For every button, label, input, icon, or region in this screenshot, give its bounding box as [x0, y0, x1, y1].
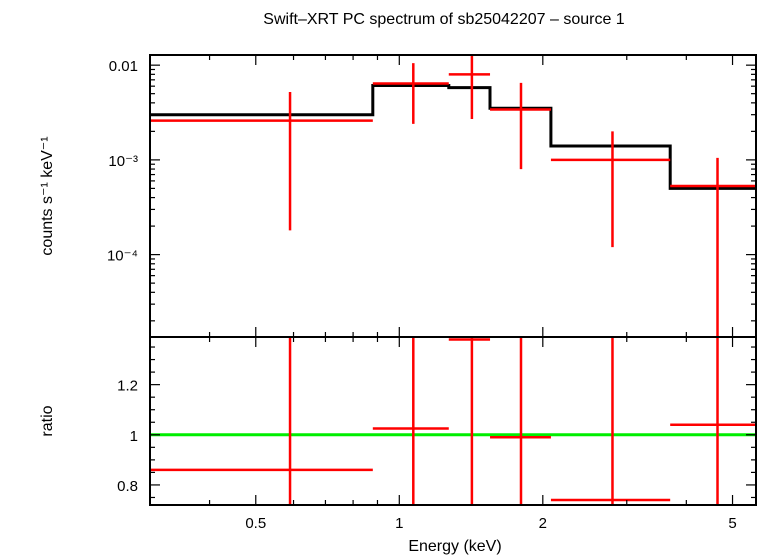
model-steps — [150, 84, 756, 190]
ratio-point-4 — [490, 337, 551, 505]
spectrum-point-2 — [372, 63, 449, 124]
spectrum-point-4 — [490, 82, 551, 170]
spectrum-point-1 — [150, 92, 373, 231]
ratio-point-5 — [550, 337, 671, 505]
ratio-y-tick-label: 0.8 — [117, 478, 138, 495]
ratio-point-1 — [150, 337, 373, 505]
model-step-line — [150, 84, 756, 190]
spectrum-y-tick-label: 0.01 — [109, 58, 138, 75]
spectrum-plot-frame — [149, 54, 757, 338]
spectrum-y-tick-label: 10⁻³ — [108, 153, 138, 170]
spectrum-y-axis-label: counts s⁻¹ keV⁻¹ — [39, 136, 56, 255]
spectrum-point-5 — [550, 131, 671, 248]
x-tick-label: 1 — [395, 515, 403, 532]
ratio-y-axis-label: ratio — [39, 405, 56, 436]
data-points — [150, 55, 756, 337]
spectrum-point-3 — [448, 55, 491, 120]
x-tick-label: 2 — [539, 515, 547, 532]
spectrum-panel: 0.01 10⁻³ 10⁻⁴ counts s⁻¹ keV⁻¹ — [39, 54, 757, 338]
ratio-plot-frame — [149, 336, 757, 506]
x-tick-label: 0.5 — [245, 515, 266, 532]
x-axis-label: Energy (keV) — [408, 538, 501, 555]
ratio-y-ticks: 0.8 1 1.2 — [117, 346, 756, 499]
spectrum-x-ticks — [149, 55, 734, 337]
ratio-point-6 — [670, 337, 756, 505]
ratio-point-2 — [372, 337, 449, 505]
chart-title: Swift–XRT PC spectrum of sb25042207 – so… — [263, 11, 624, 28]
ratio-panel: 0.8 1 1.2 ratio — [39, 336, 757, 506]
ratio-y-tick-label: 1 — [130, 428, 138, 445]
ratio-y-tick-label: 1.2 — [117, 378, 138, 395]
x-tick-labels: 0.5 1 2 5 — [245, 515, 736, 532]
spectrum-y-ticks: 0.01 10⁻³ 10⁻⁴ — [107, 58, 756, 322]
spectrum-point-6 — [670, 157, 756, 337]
ratio-x-ticks — [149, 337, 734, 505]
x-tick-label: 5 — [728, 515, 736, 532]
ratio-points — [150, 337, 756, 505]
spectrum-y-tick-label: 10⁻⁴ — [107, 248, 138, 265]
ratio-point-3 — [448, 337, 491, 505]
